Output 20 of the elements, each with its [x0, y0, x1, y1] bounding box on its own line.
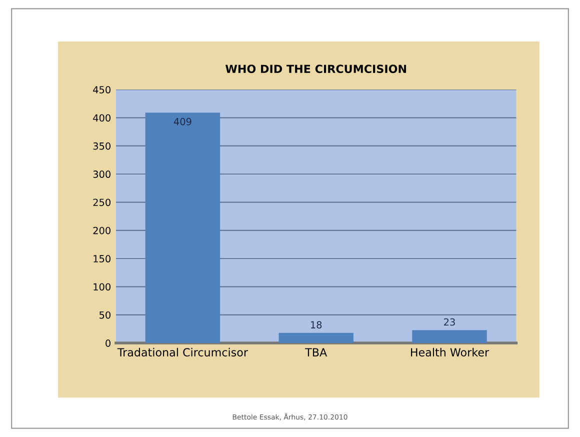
x-tick-label: Tradational Circumcisor — [117, 348, 248, 357]
bar — [278, 332, 354, 344]
bar — [412, 330, 487, 344]
y-tick-label: 200 — [93, 226, 110, 234]
y-tick-label: 150 — [94, 255, 110, 262]
x-tick-label: TBA — [305, 348, 328, 356]
x-tick-label: Health Worker — [411, 348, 490, 357]
data-label: 18 — [310, 321, 322, 328]
y-tick-label: 250 — [93, 198, 110, 206]
y-tick-label: 300 — [93, 170, 110, 178]
data-label: 23 — [444, 318, 455, 326]
y-tick-label: 100 — [94, 283, 110, 291]
chart-title: WHO DID THE CIRCUMCISION — [225, 64, 406, 74]
data-label: 409 — [174, 118, 192, 126]
y-tick-label: 50 — [100, 311, 110, 319]
y-tick-label: 0 — [106, 340, 110, 347]
bar — [145, 112, 220, 344]
y-tick-label: 450 — [93, 86, 110, 94]
y-tick-label: 350 — [93, 142, 110, 150]
y-tick-label: 400 — [93, 114, 110, 122]
